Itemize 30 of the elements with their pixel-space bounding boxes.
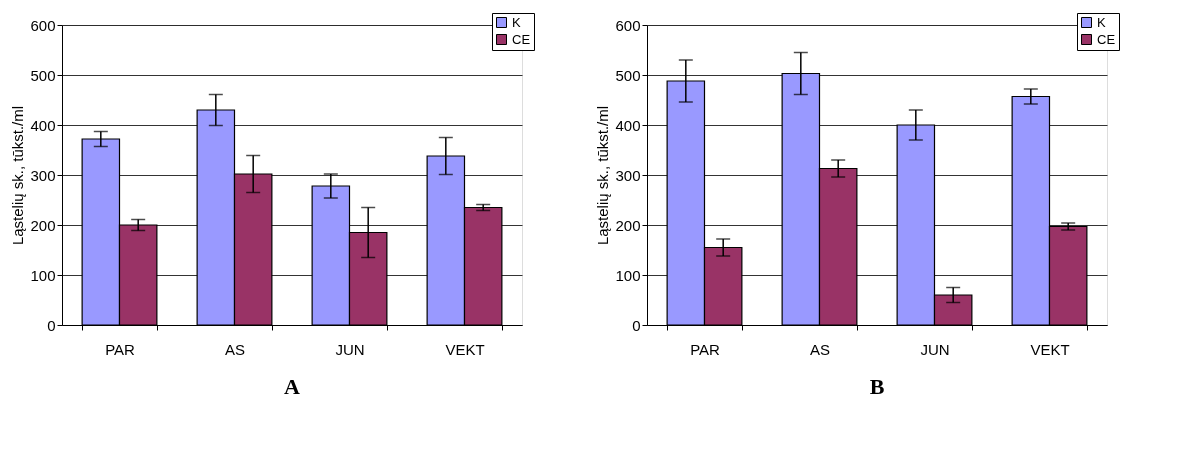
y-tick-label: 100 — [615, 266, 641, 284]
x-tick-label: AS — [224, 340, 246, 358]
text: B — [869, 374, 885, 399]
y-tick-label: 300 — [615, 166, 641, 184]
text: A — [284, 374, 301, 399]
x-tick-label: JUN — [335, 340, 365, 358]
y-axis-title: Ląstelių sk., tūkst./ml — [594, 105, 612, 246]
y-tick-label: 600 — [30, 16, 56, 34]
y-tick-label: 0 — [47, 316, 56, 334]
y-tick-label: 100 — [30, 266, 56, 284]
legend-label: CE — [512, 31, 531, 47]
legend-label: K — [512, 14, 521, 30]
x-tick-label: JUN — [920, 340, 950, 358]
y-tick-label: 200 — [615, 216, 641, 234]
x-tick-label: PAR — [105, 340, 136, 358]
y-tick-label: 0 — [632, 316, 641, 334]
x-tick-label: VEKT — [1030, 340, 1070, 358]
y-tick-label: 600 — [615, 16, 641, 34]
y-tick-label: 200 — [30, 216, 56, 234]
x-tick-label: VEKT — [445, 340, 485, 358]
y-axis-title: Ląstelių sk., tūkst./ml — [9, 105, 27, 246]
x-tick-label: PAR — [690, 340, 721, 358]
y-tick-label: 400 — [615, 116, 641, 134]
y-tick-label: 300 — [30, 166, 56, 184]
x-tick-label: AS — [809, 340, 831, 358]
y-tick-label: 400 — [30, 116, 56, 134]
legend-label: K — [1097, 14, 1106, 30]
legend-label: CE — [1097, 31, 1116, 47]
y-tick-label: 500 — [30, 66, 56, 84]
y-tick-label: 500 — [615, 66, 641, 84]
